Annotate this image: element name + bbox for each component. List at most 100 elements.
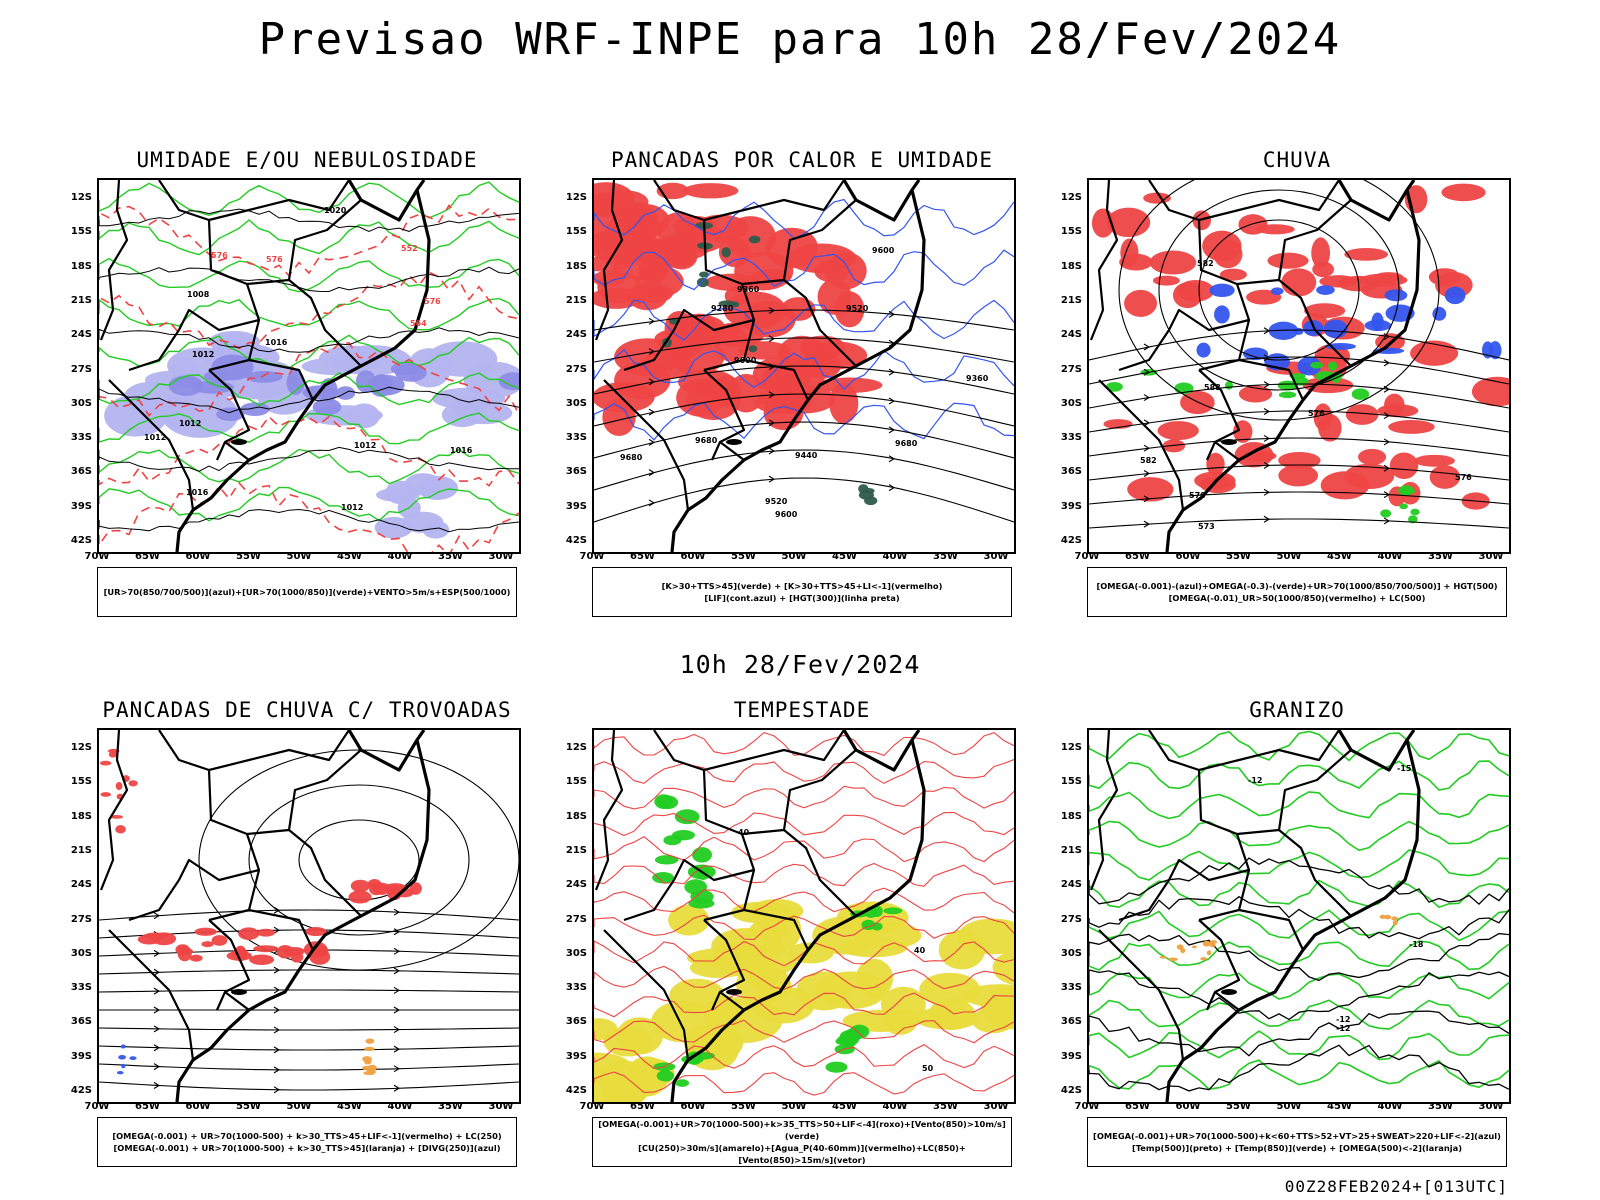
omega-rain-area (1143, 192, 1171, 204)
streamline-arrow (273, 906, 281, 914)
streamline-arrow (153, 987, 161, 995)
contour-label: -15 (1397, 764, 1412, 773)
precipitable-water-contour (594, 758, 1014, 784)
state-border (594, 180, 624, 341)
heat-instability-area (718, 236, 752, 268)
thunderstorm-area (369, 882, 384, 896)
contour-label: 9680 (695, 436, 718, 445)
panel-tempestade: TEMPESTADE 40 40 50 12S 15S 18S 21S 24S 27S 30S 33S… (537, 698, 1067, 1168)
streamline-arrow (648, 469, 656, 477)
longitude-label: 65W (135, 551, 160, 562)
thunderstorm-area (99, 760, 112, 766)
streamline-arrow (1143, 495, 1151, 503)
streamline-500 (1089, 491, 1509, 505)
longitude-label: 60W (1175, 551, 1201, 562)
latitude-label: 27S (70, 363, 92, 375)
heat-instability-area (714, 325, 749, 362)
shower-area (362, 1065, 370, 1071)
contour-label: 9360 (966, 374, 989, 383)
strong-omega-area (1399, 503, 1408, 510)
omega-rain-area (1238, 385, 1273, 403)
latitude-label: 18S (70, 810, 92, 822)
streamline-arrow (768, 335, 776, 343)
omega-rain-area (1441, 183, 1486, 202)
streamline-arrow (1383, 464, 1391, 472)
streamline-arrow (888, 484, 896, 492)
heat-instability-area (594, 270, 626, 287)
latitude-label: 27S (70, 913, 92, 925)
strong-omega-area (1105, 381, 1123, 392)
wind-850-area (663, 835, 682, 846)
thickness-contour (99, 481, 519, 552)
streamline-arrow (1143, 394, 1151, 402)
legend-line: [OMEGA(-0.001) + UR>70(1000-500) + k>30_… (113, 1143, 501, 1153)
map-plot: 1016 1012 1012 1008 1012 1016 1016 1020 1012 1012… (99, 180, 519, 552)
shower-area (363, 1046, 375, 1051)
streamline-arrow (888, 455, 896, 463)
map-frame: 40 40 50 (592, 728, 1016, 1104)
temp-850-contour (1089, 999, 1509, 1030)
contour-label: 1016 (186, 488, 209, 497)
contour-label: 582 (1140, 456, 1157, 465)
latitude-label: 42S (565, 535, 587, 546)
streamline-arrow (888, 368, 896, 376)
state-border (208, 919, 251, 1011)
streamline-arrow (1143, 470, 1151, 477)
humidity-lower-contour (99, 486, 519, 522)
wind-850-area (660, 794, 673, 807)
strong-omega-area (1398, 485, 1415, 496)
heat-instability-area (761, 358, 825, 400)
state-border (741, 828, 857, 917)
streamline-arrow (273, 926, 281, 934)
map-plot: 9680 9600 9680 9600 9520 9440 9360 9280 9520 9360… (594, 180, 1014, 552)
streamline-arrow (648, 317, 656, 325)
wind-850-area (883, 907, 903, 915)
state-border (1098, 379, 1185, 511)
thunderstorm-area (179, 948, 194, 955)
precipitable-water-contour (594, 992, 1014, 1018)
state-border (702, 219, 756, 372)
thunderstorm-area (305, 926, 327, 937)
state-border (248, 358, 314, 401)
streamline-arrow (393, 947, 401, 955)
jet-250-area (787, 942, 834, 964)
convective-area (718, 300, 736, 307)
state-border (703, 919, 746, 1011)
omega-500-area (1391, 916, 1398, 921)
legend-box: [UR>70(850/700/500)](azul)+[UR>70(1000/8… (97, 567, 517, 617)
strong-omega-area (1410, 508, 1420, 516)
longitude-label: 35W (1428, 1101, 1453, 1112)
streamline-arrow (153, 1063, 161, 1071)
latitude-label: 15S (1060, 776, 1082, 788)
contour-label: 1012 (192, 350, 214, 359)
omega-500-area (1202, 940, 1211, 947)
omega-rain-area (1278, 451, 1321, 469)
state-border (1214, 991, 1240, 1011)
state-border (741, 278, 857, 367)
longitude-label: 50W (1276, 1101, 1302, 1112)
legend-box: [OMEGA(-0.001)+UR>70(1000-500)+k>35_TTS>… (592, 1117, 1012, 1167)
legend-line: [OMEGA(-0.001)+UR>70(1000-500)+k<60+TTS>… (1093, 1131, 1501, 1141)
omega-rain-area (1388, 419, 1435, 434)
streamline-arrow (1143, 419, 1151, 427)
thunderstorm-area (282, 946, 305, 956)
wind-850-area (684, 879, 708, 895)
omega-area (1270, 287, 1284, 295)
humidity-lower-contour (99, 334, 519, 369)
state-border (108, 379, 195, 511)
streamline-arrow (393, 1065, 401, 1073)
longitude-label: 45W (337, 551, 362, 562)
panel-umidade: UMIDADE E/OU NEBULOSIDADE 1016 1012 1012 100… (42, 148, 572, 618)
heat-instability-area (723, 291, 786, 329)
omega-rain-area (1344, 248, 1389, 261)
legend-line: [OMEGA(-0.01)_UR>50(1000/850)(vermelho) … (1168, 593, 1426, 603)
streamline-arrow (153, 949, 161, 957)
pressure-isobar (99, 386, 519, 414)
longitude-label: 45W (1327, 1101, 1352, 1112)
wind-850-area (825, 1061, 848, 1073)
humidity-upper-core (240, 402, 270, 416)
temp-500-contour (1089, 895, 1509, 940)
latitude-label: 15S (70, 226, 92, 238)
strong-omega-area (1277, 380, 1298, 391)
panel-title: PANCADAS POR CALOR E UMIDADE (610, 148, 993, 172)
